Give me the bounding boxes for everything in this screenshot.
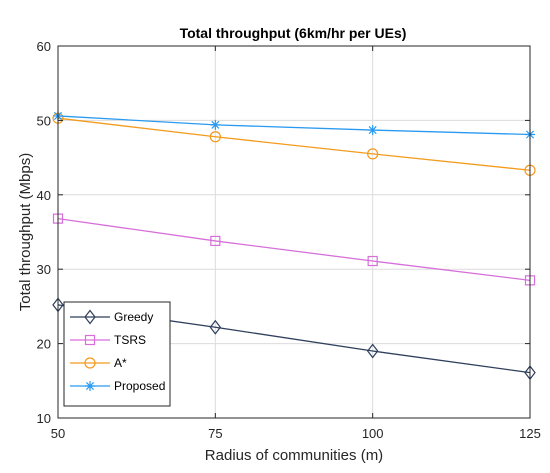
- legend-marker: [84, 357, 96, 369]
- legend-label: A*: [114, 356, 127, 370]
- legend-marker: [84, 334, 96, 346]
- chart-title: Total throughput (6km/hr per UEs): [180, 25, 407, 41]
- legend-label: Greedy: [114, 310, 153, 324]
- y-tick-label: 20: [37, 337, 51, 352]
- legend: Greedy TSRS A* Proposed: [63, 301, 171, 407]
- series-line-proposed: [57, 115, 531, 136]
- data-point-greedy: [366, 343, 379, 359]
- legend-marker: [84, 309, 96, 325]
- x-tick-label: 100: [362, 426, 384, 441]
- data-point-tsrs: [367, 255, 378, 267]
- data-point-a: [367, 148, 379, 160]
- data-point-greedy: [209, 319, 222, 335]
- x-tick-label: 75: [208, 426, 222, 441]
- data-point-proposed: [210, 119, 221, 130]
- y-tick-label: 10: [37, 411, 51, 426]
- x-tick-label: 125: [519, 426, 541, 441]
- legend-label: TSRS: [114, 333, 146, 347]
- series-line-tsrs: [57, 217, 531, 282]
- x-tick-label: 50: [51, 426, 65, 441]
- x-axis-label: Radius of communities (m): [205, 447, 383, 464]
- y-tick-label: 60: [37, 39, 51, 54]
- series-line-a: [57, 117, 531, 171]
- legend-item-greedy: Greedy: [70, 309, 153, 325]
- legend-item-a: A*: [70, 356, 127, 370]
- y-tick-label: 40: [37, 188, 51, 203]
- legend-item-proposed: Proposed: [70, 379, 165, 393]
- legend-label: Proposed: [114, 379, 165, 393]
- data-point-proposed: [367, 125, 378, 136]
- y-tick-label: 50: [37, 113, 51, 128]
- legend-marker: [85, 381, 95, 391]
- axis-ticks: 50 75 100 125 10 20 30 40 50 60: [37, 39, 541, 441]
- y-axis-label: Total throughput (Mbps): [17, 153, 34, 311]
- legend-box: [63, 301, 171, 407]
- legend-item-tsrs: TSRS: [70, 333, 146, 347]
- data-point-a: [209, 131, 221, 143]
- plot-frame: [57, 45, 531, 419]
- data-point-tsrs: [210, 235, 221, 247]
- y-tick-label: 30: [37, 262, 51, 277]
